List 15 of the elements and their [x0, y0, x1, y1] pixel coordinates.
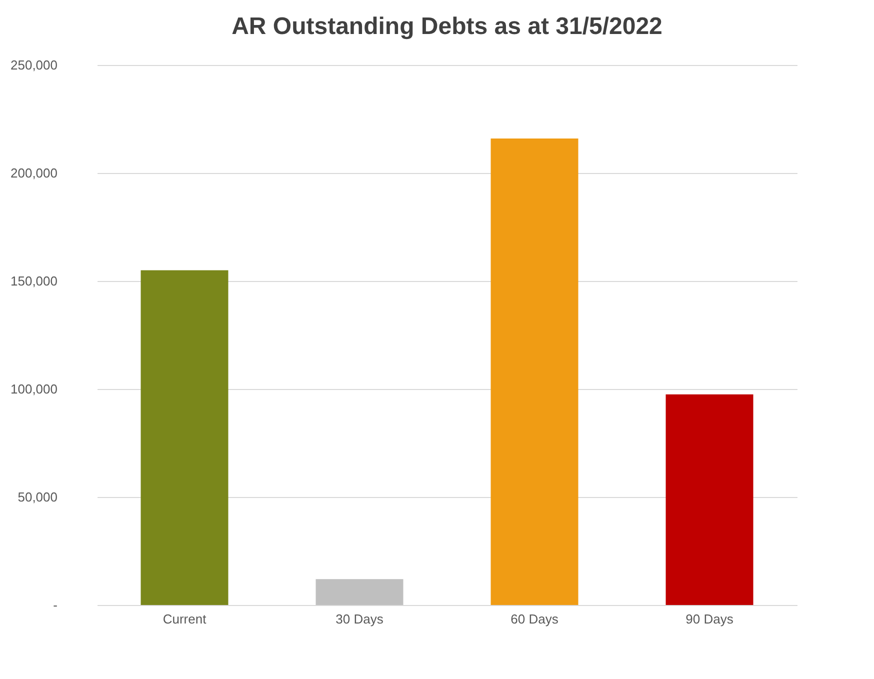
x-tick-label: 60 Days: [510, 612, 559, 626]
bar: [666, 394, 754, 605]
chart-title: AR Outstanding Debts as at 31/5/2022: [232, 13, 662, 40]
x-tick-label: 90 Days: [686, 612, 734, 626]
y-tick-label: 50,000: [18, 490, 58, 504]
y-tick-label: -: [53, 598, 58, 612]
x-tick-label: Current: [162, 612, 207, 626]
bar: [316, 579, 404, 605]
bar: [490, 138, 578, 605]
y-tick-label: 100,000: [10, 382, 58, 396]
y-tick-label: 200,000: [10, 166, 58, 180]
y-tick-label: 250,000: [10, 58, 58, 72]
y-tick-label: 150,000: [10, 274, 58, 288]
bar: [140, 270, 228, 605]
x-tick-label: 30 Days: [336, 612, 384, 626]
